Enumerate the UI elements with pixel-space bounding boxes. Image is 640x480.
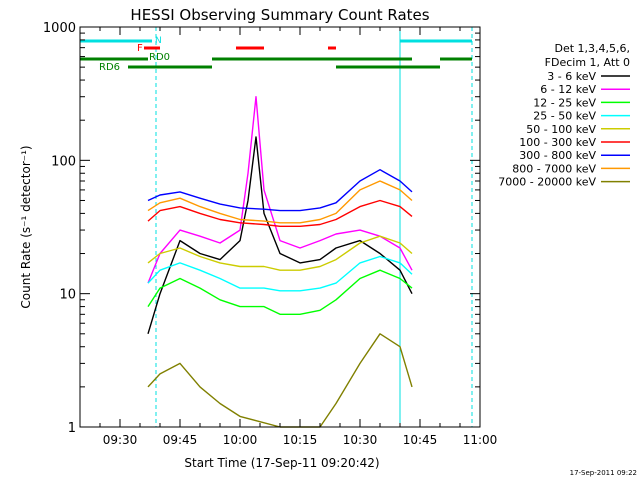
legend-label-2: 12 - 25 keV <box>533 96 596 109</box>
legend-label-0: 3 - 6 keV <box>547 70 596 83</box>
y-tick-label-3: 1000 <box>43 21 76 36</box>
legend-label-7: 800 - 7000 keV <box>512 162 596 175</box>
series-line-0 <box>147 136 413 335</box>
y-tick-label-2: 100 <box>51 154 76 169</box>
flag-label-night: N <box>155 36 162 46</box>
series-line-8 <box>147 333 413 428</box>
y-tick-label-1: 10 <box>59 288 76 303</box>
flag-label-rd0: RD0 <box>149 52 170 63</box>
x-tick-label-5: 10:45 <box>403 433 438 447</box>
legend-label-1: 6 - 12 keV <box>540 83 596 96</box>
x-tick-label-4: 10:30 <box>343 433 378 447</box>
series-line-3 <box>147 255 413 292</box>
legend-header-line-1: Det 1,3,4,5,6, <box>554 42 630 55</box>
x-axis-label: Start Time (17-Sep-11 09:20:42) <box>184 456 379 470</box>
flag-label-rd6: RD6 <box>99 62 120 73</box>
y-axis-label: Count Rate (s⁻¹ detector⁻¹) <box>19 145 33 308</box>
legend-label-4: 50 - 100 keV <box>526 123 596 136</box>
x-tick-label-2: 10:00 <box>223 433 258 447</box>
chart-title: HESSI Observing Summary Count Rates <box>130 6 429 24</box>
legend-header-line-2: FDecim 1, Att 0 <box>545 56 630 69</box>
series-line-7 <box>147 180 413 224</box>
timestamp: 17-Sep-2011 09:22 <box>570 469 637 477</box>
legend-label-5: 100 - 300 keV <box>519 136 596 149</box>
legend-label-8: 7000 - 20000 keV <box>498 176 596 189</box>
legend-label-6: 300 - 800 keV <box>519 149 596 162</box>
x-axis: 09:30 09:45 10:00 10:15 10:30 10:45 11:00 <box>79 27 498 447</box>
series-line-1 <box>147 95 413 284</box>
flag-label-flare: F <box>137 43 143 54</box>
x-tick-label-3: 10:15 <box>283 433 318 447</box>
y-axis: 1 10 100 1000 <box>43 21 480 436</box>
x-tick-label-0: 09:30 <box>103 433 138 447</box>
plot-area: N F RD0 RD6 <box>79 27 473 428</box>
series-line-5 <box>147 199 413 228</box>
series-line-6 <box>147 168 413 212</box>
y-tick-label-0: 1 <box>68 421 76 436</box>
series-line-4 <box>147 235 413 271</box>
legend: Det 1,3,4,5,6, FDecim 1, Att 0 3 - 6 keV… <box>498 42 630 189</box>
series-line-2 <box>147 269 413 315</box>
legend-label-3: 25 - 50 keV <box>533 110 596 123</box>
x-tick-label-6: 11:00 <box>463 433 498 447</box>
x-tick-label-1: 09:45 <box>163 433 198 447</box>
